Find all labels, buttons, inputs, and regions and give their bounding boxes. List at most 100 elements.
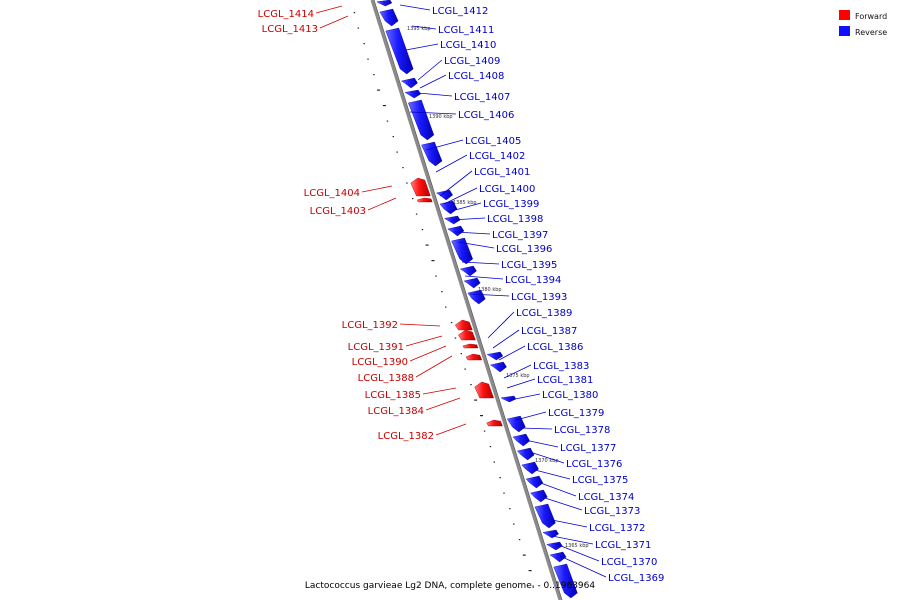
reverse-gene-label: LCGL_1371 — [595, 540, 651, 551]
guide-dot — [367, 58, 369, 60]
guide-dot — [499, 477, 501, 479]
forward-label-leader — [425, 397, 461, 411]
forward-gene-block — [474, 381, 494, 399]
tick-label: 1370 kbp — [535, 458, 559, 464]
forward-gene-block — [458, 329, 476, 341]
reverse-label-leader — [492, 329, 520, 349]
dotted-guide — [353, 12, 534, 587]
genome-backbone-shadow — [373, 0, 563, 600]
reverse-gene-block — [549, 551, 567, 563]
forward-label-leader — [422, 387, 457, 395]
forward-gene-label: LCGL_1388 — [358, 373, 414, 384]
forward-label-leader — [361, 185, 393, 193]
reverse-gene-label: LCGL_1370 — [601, 557, 657, 568]
guide-dot — [470, 384, 472, 386]
reverse-gene-label: LCGL_1383 — [533, 361, 589, 372]
reverse-strand-genes: LCGL_1412 LCGL_1411 LCGL_1410 LCGL_1409 LCGL… — [376, 0, 664, 599]
legend-reverse-swatch — [839, 26, 850, 36]
guide-dot — [464, 368, 466, 370]
guide-dot — [528, 570, 532, 572]
reverse-gene-label: LCGL_1395 — [501, 260, 557, 271]
forward-strand-genes: LCGL_1414 LCGL_1413 LCGL_1404 LCGL_1403 LCGL… — [258, 5, 503, 442]
forward-gene-label: LCGL_1382 — [378, 431, 434, 442]
forward-label-leader — [399, 323, 441, 327]
reverse-label-leader — [555, 543, 600, 562]
forward-gene-block — [462, 343, 479, 349]
guide-dot — [392, 136, 395, 138]
reverse-label-leader — [419, 74, 447, 89]
reverse-gene-block — [500, 395, 517, 403]
guide-dot — [412, 198, 414, 200]
reverse-gene-block — [546, 541, 563, 551]
reverse-label-leader — [447, 202, 482, 213]
reverse-gene-label: LCGL_1400 — [479, 184, 535, 195]
reverse-gene-label: LCGL_1394 — [505, 275, 561, 286]
tick-label: 1385 kbp — [453, 200, 477, 206]
reverse-gene-label: LCGL_1369 — [608, 573, 664, 584]
reverse-gene-label: LCGL_1389 — [516, 308, 572, 319]
reverse-label-leader — [537, 481, 577, 497]
reverse-gene-label: LCGL_1401 — [474, 167, 530, 178]
guide-dot — [353, 12, 356, 14]
forward-gene-label: LCGL_1404 — [304, 188, 360, 199]
reverse-gene-label: LCGL_1372 — [589, 523, 645, 534]
reverse-gene-label: LCGL_1373 — [584, 506, 640, 517]
reverse-gene-label: LCGL_1406 — [458, 110, 514, 121]
reverse-gene-block — [463, 277, 481, 289]
reverse-gene-label: LCGL_1412 — [432, 6, 488, 17]
reverse-label-leader — [529, 451, 565, 464]
guide-dot — [421, 229, 424, 231]
legend-forward-swatch — [839, 10, 850, 20]
guide-dot — [357, 27, 360, 29]
reverse-label-leader — [559, 555, 607, 578]
legend-forward-label: Forward — [855, 12, 887, 21]
tick-label: 1395 kbp — [407, 26, 431, 32]
reverse-gene-label: LCGL_1397 — [492, 230, 548, 241]
reverse-gene-block — [408, 99, 435, 141]
guide-dot — [373, 74, 375, 76]
reverse-gene-block — [451, 237, 473, 265]
guide-dot — [396, 151, 398, 153]
reverse-gene-label: LCGL_1386 — [527, 342, 583, 353]
guide-dot — [377, 89, 381, 91]
reverse-gene-label: LCGL_1376 — [566, 459, 622, 470]
reverse-label-leader — [515, 411, 547, 421]
reverse-label-leader — [443, 187, 478, 205]
forward-gene-block — [416, 197, 433, 203]
scale-ticks: 1395 kbp 1390 kbp 1385 kbp 1380 kbp 1375… — [407, 26, 589, 549]
genome-backbone — [370, 0, 562, 600]
guide-dot — [518, 539, 521, 541]
guide-dot — [415, 213, 418, 215]
forward-gene-block — [454, 319, 473, 331]
reverse-gene-label: LCGL_1398 — [487, 214, 543, 225]
reverse-gene-label: LCGL_1402 — [469, 151, 525, 162]
forward-gene-label: LCGL_1414 — [258, 9, 314, 20]
reverse-label-leader — [534, 469, 571, 480]
reverse-gene-block — [553, 563, 578, 599]
forward-gene-block — [486, 419, 503, 427]
guide-dot — [386, 120, 389, 122]
reverse-gene-block — [376, 0, 393, 7]
guide-dot — [450, 322, 453, 324]
reverse-label-leader — [417, 92, 453, 97]
forward-label-leader — [415, 355, 453, 378]
reverse-gene-block — [400, 77, 418, 89]
reverse-label-leader — [544, 497, 583, 511]
forward-label-leader — [315, 5, 343, 14]
guide-dot — [406, 182, 408, 184]
reverse-label-leader — [524, 439, 559, 448]
forward-gene-label: LCGL_1390 — [352, 357, 408, 368]
tick-label: 1375 kbp — [506, 373, 530, 379]
guide-dot — [454, 337, 457, 339]
reverse-gene-label: LCGL_1396 — [496, 244, 552, 255]
reverse-gene-block — [486, 351, 504, 361]
guide-dot — [532, 585, 534, 587]
reverse-label-leader — [551, 519, 588, 528]
reverse-gene-block — [436, 189, 453, 201]
reverse-label-leader — [498, 345, 526, 361]
forward-label-leader — [409, 345, 447, 362]
reverse-label-leader — [506, 378, 536, 389]
reverse-label-leader — [519, 427, 553, 430]
reverse-gene-block — [489, 361, 507, 373]
